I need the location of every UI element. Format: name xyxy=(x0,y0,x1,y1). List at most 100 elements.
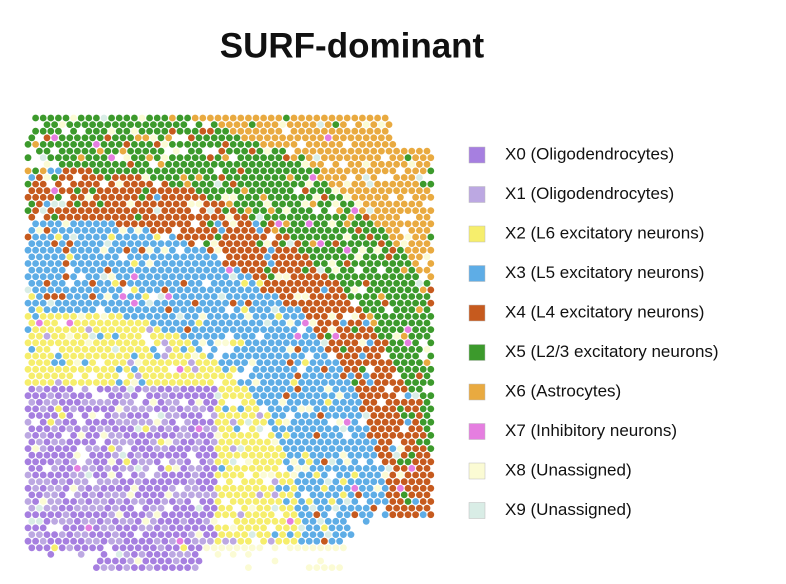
tissue-spot xyxy=(24,352,32,360)
tissue-spot xyxy=(74,465,81,472)
tissue-spot xyxy=(112,253,119,261)
tissue-spot xyxy=(203,531,211,538)
tissue-spot xyxy=(180,240,188,248)
tissue-spot xyxy=(290,260,298,267)
tissue-spot xyxy=(58,412,66,419)
tissue-spot xyxy=(85,511,93,519)
tissue-spot xyxy=(138,313,146,320)
tissue-spot xyxy=(328,246,336,254)
tissue-spot xyxy=(317,491,324,499)
tissue-spot xyxy=(283,220,290,228)
tissue-spot xyxy=(324,293,332,300)
tissue-spot xyxy=(408,412,416,419)
tissue-spot xyxy=(419,326,427,333)
tissue-spot xyxy=(150,438,157,446)
tissue-spot xyxy=(400,293,408,300)
tissue-spot xyxy=(226,438,233,446)
tissue-spot xyxy=(100,326,108,333)
tissue-spot xyxy=(146,432,154,439)
tissue-spot xyxy=(267,418,275,426)
tissue-spot xyxy=(347,425,355,433)
tissue-spot xyxy=(138,445,146,452)
tissue-spot xyxy=(343,220,351,228)
tissue-spot xyxy=(77,180,85,188)
tissue-spot xyxy=(55,167,62,175)
tissue-spot xyxy=(191,524,199,532)
tissue-spot xyxy=(210,544,218,552)
tissue-spot xyxy=(47,445,55,452)
tissue-spot xyxy=(252,339,260,347)
tissue-spot xyxy=(229,326,237,333)
tissue-spot xyxy=(226,121,233,128)
tissue-spot xyxy=(404,445,412,452)
tissue-spot xyxy=(237,471,245,479)
tissue-spot xyxy=(324,491,332,499)
tissue-spot xyxy=(93,365,100,373)
tissue-spot xyxy=(81,253,89,261)
tissue-spot xyxy=(127,372,134,380)
tissue-spot xyxy=(89,213,96,221)
tissue-spot xyxy=(188,557,195,565)
tissue-spot xyxy=(66,504,74,512)
tissue-spot xyxy=(123,326,131,333)
tissue-spot xyxy=(138,432,146,439)
tissue-spot xyxy=(138,458,146,466)
tissue-spot xyxy=(188,213,195,221)
tissue-spot xyxy=(161,405,169,413)
tissue-spot xyxy=(108,127,115,135)
tissue-spot xyxy=(119,517,127,525)
tissue-spot xyxy=(343,379,351,386)
tissue-spot xyxy=(214,286,222,294)
tissue-spot xyxy=(309,359,317,366)
tissue-spot xyxy=(74,478,81,486)
tissue-spot xyxy=(260,207,267,215)
tissue-spot xyxy=(108,193,115,201)
tissue-spot xyxy=(96,385,104,393)
tissue-spot xyxy=(366,154,374,162)
tissue-spot xyxy=(294,121,302,128)
tissue-spot xyxy=(332,227,340,234)
tissue-spot xyxy=(233,293,241,300)
tissue-spot xyxy=(226,227,233,234)
tissue-spot xyxy=(207,418,214,426)
tissue-spot xyxy=(416,412,423,419)
tissue-spot xyxy=(419,180,427,188)
tissue-spot xyxy=(195,465,203,472)
tissue-spot xyxy=(210,425,218,433)
tissue-spot xyxy=(161,564,169,571)
tissue-spot xyxy=(286,200,294,208)
tissue-spot xyxy=(165,544,173,552)
tissue-spot xyxy=(275,432,283,439)
tissue-spot xyxy=(317,478,324,486)
tissue-spot xyxy=(416,504,423,512)
tissue-spot xyxy=(416,385,423,393)
tissue-spot xyxy=(260,127,267,135)
tissue-spot xyxy=(24,537,32,545)
tissue-spot xyxy=(404,154,412,162)
tissue-spot xyxy=(279,359,286,366)
tissue-spot xyxy=(89,465,96,472)
tissue-spot xyxy=(359,167,366,175)
tissue-spot xyxy=(366,114,374,122)
tissue-spot xyxy=(51,465,58,472)
tissue-spot xyxy=(138,233,146,241)
tissue-spot xyxy=(286,544,294,552)
tissue-spot xyxy=(389,260,397,267)
tissue-spot xyxy=(70,167,77,175)
tissue-spot xyxy=(332,240,340,248)
tissue-spot xyxy=(24,339,32,347)
tissue-spot xyxy=(355,134,362,142)
tissue-spot xyxy=(229,299,237,307)
tissue-spot xyxy=(416,187,423,195)
tissue-spot xyxy=(241,531,249,538)
tissue-spot xyxy=(408,306,416,314)
tissue-spot xyxy=(47,432,55,439)
tissue-spot xyxy=(39,127,47,135)
tissue-spot xyxy=(416,227,423,234)
tissue-spot xyxy=(260,326,267,333)
tissue-spot xyxy=(214,418,222,426)
tissue-spot xyxy=(404,260,412,267)
tissue-spot xyxy=(138,365,146,373)
tissue-spot xyxy=(112,372,119,380)
tissue-spot xyxy=(366,141,374,148)
